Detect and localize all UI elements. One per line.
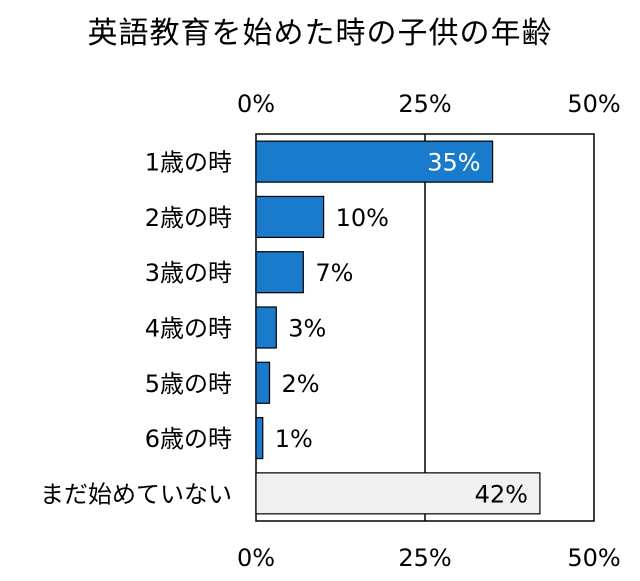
top-tick-label-2: 50% <box>567 90 620 118</box>
data-label-2: 7% <box>315 259 353 287</box>
bar-5 <box>255 416 264 460</box>
category-label-2: 3歳の時 <box>145 259 232 287</box>
top-tick-label-0: 0% <box>237 90 275 118</box>
bar-4 <box>255 361 271 404</box>
bar-1 <box>255 195 325 239</box>
category-label-5: 6歳の時 <box>145 425 232 453</box>
data-label-4: 2% <box>282 370 320 398</box>
data-label-3: 3% <box>288 315 326 343</box>
category-label-1: 2歳の時 <box>145 204 232 232</box>
data-label-1: 10% <box>336 204 389 232</box>
bar-2 <box>255 251 304 294</box>
data-label-5: 1% <box>275 425 313 453</box>
data-label-6: 42% <box>475 480 528 508</box>
category-label-6: まだ始めていない <box>40 480 232 508</box>
bottom-tick-label-0: 0% <box>237 544 275 572</box>
bar-3 <box>255 306 277 349</box>
category-label-0: 1歳の時 <box>145 149 232 177</box>
bottom-tick-label-2: 50% <box>567 544 620 572</box>
top-tick-label-1: 25% <box>398 90 451 118</box>
chart-title: 英語教育を始めた時の子供の年齢 <box>87 16 553 51</box>
category-label-3: 4歳の時 <box>145 315 232 343</box>
data-label-0: 35% <box>427 149 480 177</box>
bottom-tick-label-1: 25% <box>398 544 451 572</box>
bar-6 <box>255 472 541 515</box>
category-label-4: 5歳の時 <box>145 370 232 398</box>
bar-0 <box>255 140 494 183</box>
